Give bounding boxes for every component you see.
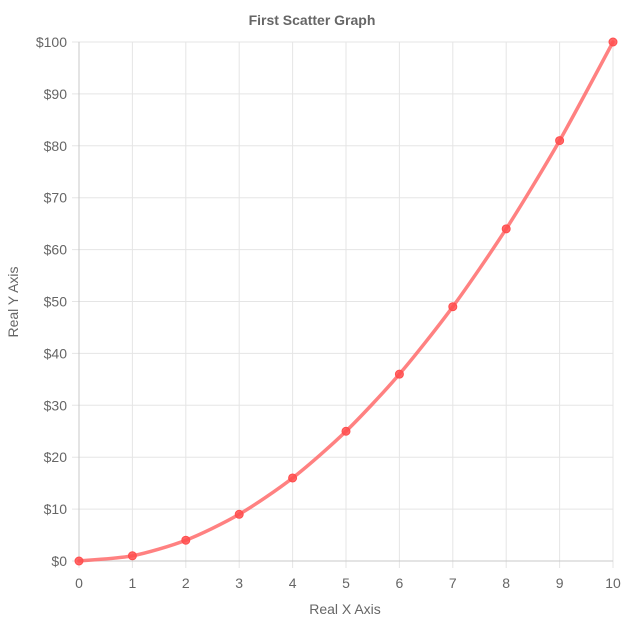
data-point-6[interactable] <box>394 369 404 379</box>
y-tick-label-4: $40 <box>44 345 68 361</box>
x-tick-label-3: 3 <box>235 575 243 591</box>
data-point-7[interactable] <box>448 302 458 312</box>
data-point-1[interactable] <box>127 551 137 561</box>
y-tick-label-6: $60 <box>44 242 68 258</box>
x-tick-label-0: 0 <box>75 575 83 591</box>
data-point-8[interactable] <box>501 224 511 234</box>
x-axis-title: Real X Axis <box>309 601 381 617</box>
data-point-4[interactable] <box>288 473 298 483</box>
series <box>74 37 618 566</box>
y-tick-label-9: $90 <box>44 86 68 102</box>
data-point-2[interactable] <box>181 535 191 545</box>
x-tick-label-1: 1 <box>129 575 137 591</box>
grid <box>72 41 614 568</box>
y-tick-label-7: $70 <box>44 190 68 206</box>
tick-labels: 0 1 2 3 4 5 6 7 8 9 10 $0 $10 $20 $30 $40 $50 $60 $70 $80 $9… <box>36 34 621 591</box>
y-tick-label-5: $50 <box>44 294 68 310</box>
x-tick-label-2: 2 <box>182 575 190 591</box>
data-point-10[interactable] <box>608 37 618 47</box>
y-tick-label-0: $0 <box>51 553 67 569</box>
x-tick-label-7: 7 <box>449 575 457 591</box>
x-tick-label-5: 5 <box>342 575 350 591</box>
data-point-0[interactable] <box>74 556 84 566</box>
y-tick-label-10: $100 <box>36 34 67 50</box>
y-tick-label-8: $80 <box>44 138 68 154</box>
x-tick-label-8: 8 <box>502 575 510 591</box>
x-tick-label-6: 6 <box>396 575 404 591</box>
data-point-3[interactable] <box>234 509 244 519</box>
x-tick-label-4: 4 <box>289 575 297 591</box>
y-axis-title: Real Y Axis <box>5 266 21 337</box>
y-tick-label-1: $10 <box>44 501 68 517</box>
y-tick-label-3: $30 <box>44 397 68 413</box>
x-tick-label-9: 9 <box>556 575 564 591</box>
data-point-9[interactable] <box>555 136 565 146</box>
x-tick-label-10: 10 <box>605 575 621 591</box>
y-tick-label-2: $20 <box>44 449 68 465</box>
chart-title: First Scatter Graph <box>249 12 376 28</box>
data-point-5[interactable] <box>341 426 351 436</box>
axes <box>78 42 613 562</box>
